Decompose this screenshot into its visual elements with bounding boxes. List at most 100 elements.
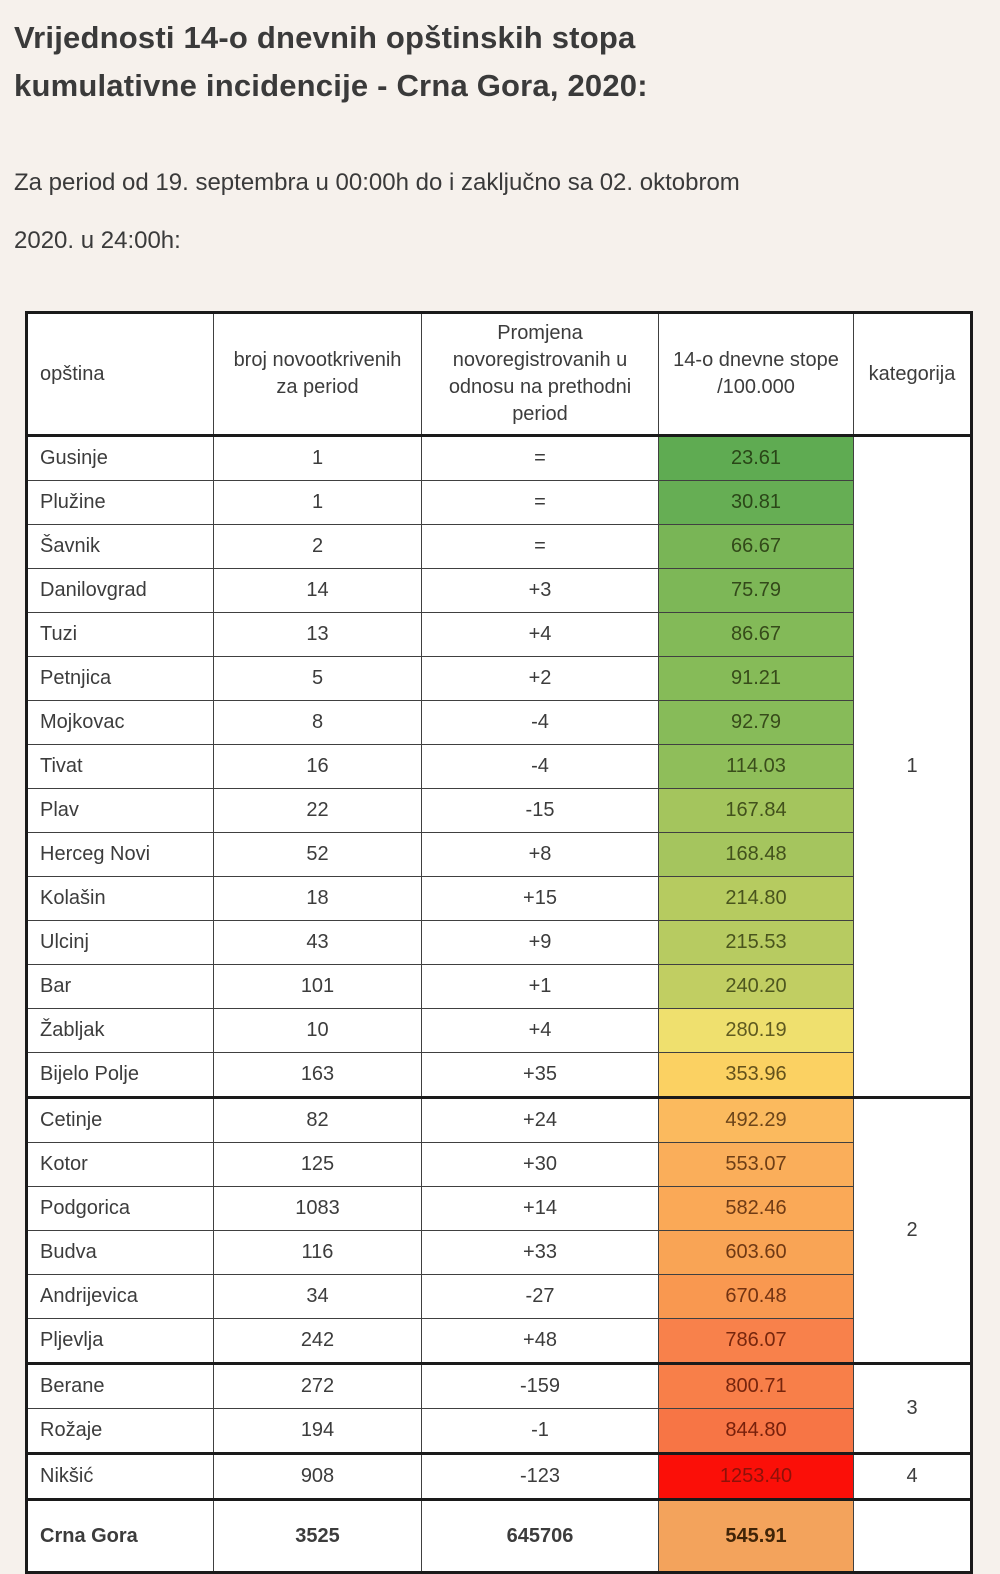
incidence-rate-value: 92.79 (658, 700, 854, 746)
incidence-rate-value: 582.46 (658, 1186, 854, 1232)
table-header-row: opština broj novootkrivenih za period Pr… (26, 312, 972, 438)
new-cases-value: 5 (213, 656, 422, 702)
table-row: Podgorica 1083 +14 582.46 (26, 1186, 972, 1232)
change-value: +15 (421, 876, 659, 922)
period-subtitle-line-2: 2020. u 24:00h: (14, 226, 181, 254)
table-row: Gusinje 1 = 23.61 1 (26, 435, 972, 1100)
header-rate: 14-o dnevne stope /100.000 (658, 312, 854, 438)
new-cases-value: 2 (213, 524, 422, 570)
new-cases-value: 101 (213, 964, 422, 1010)
change-value: +33 (421, 1230, 659, 1276)
incidence-rate-value: 215.53 (658, 920, 854, 966)
table-header: opština broj novootkrivenih za period Pr… (26, 312, 972, 438)
table-row: Petnjica 5 +2 91.21 (26, 656, 972, 702)
new-cases-value: 1 (213, 435, 422, 482)
change-value: +9 (421, 920, 659, 966)
change-value: -123 (421, 1453, 659, 1502)
table-row: Mojkovac 8 -4 92.79 (26, 700, 972, 746)
incidence-rate-value: 168.48 (658, 832, 854, 878)
header-category: kategorija (853, 312, 972, 438)
municipality-name: Berane (26, 1363, 214, 1410)
table-row: Bar 101 +1 240.20 (26, 964, 972, 1010)
municipality-name: Tuzi (26, 612, 214, 658)
incidence-rate-value: 670.48 (658, 1274, 854, 1320)
municipality-name: Kolašin (26, 876, 214, 922)
change-value: -4 (421, 700, 659, 746)
incidence-rate-value: 492.29 (658, 1097, 854, 1144)
municipality-name: Ulcinj (26, 920, 214, 966)
period-subtitle-line-1: Za period od 19. septembra u 00:00h do i… (14, 169, 740, 197)
page-title-line-2: kumulativne incidencije - Crna Gora, 202… (14, 68, 648, 104)
new-cases-value: 16 (213, 744, 422, 790)
incidence-rate-value: 114.03 (658, 744, 854, 790)
table-row: Andrijevica 34 -27 670.48 (26, 1274, 972, 1320)
municipality-name: Gusinje (26, 435, 214, 482)
incidence-rate-value: 353.96 (658, 1052, 854, 1100)
change-value: = (421, 435, 659, 482)
municipality-name: Podgorica (26, 1186, 214, 1232)
table-row: Žabljak 10 +4 280.19 (26, 1008, 972, 1054)
incidence-rate-value: 23.61 (658, 435, 854, 482)
change-value: +8 (421, 832, 659, 878)
new-cases-value: 82 (213, 1097, 422, 1144)
incidence-rate-value: 30.81 (658, 480, 854, 526)
municipality-name: Crna Gora (26, 1499, 214, 1574)
incidence-rate-value: 800.71 (658, 1363, 854, 1410)
table-row: Rožaje 194 -1 844.80 (26, 1408, 972, 1456)
municipality-name: Plužine (26, 480, 214, 526)
table-body: Gusinje 1 = 23.61 1 Plužine 1 = 30.81 Ša… (26, 435, 972, 1574)
incidence-rate-value: 66.67 (658, 524, 854, 570)
table-row: Bijelo Polje 163 +35 353.96 (26, 1052, 972, 1100)
change-value: = (421, 524, 659, 570)
change-value: +4 (421, 612, 659, 658)
municipality-name: Žabljak (26, 1008, 214, 1054)
incidence-rate-value: 553.07 (658, 1142, 854, 1188)
change-value: +24 (421, 1097, 659, 1144)
new-cases-value: 10 (213, 1008, 422, 1054)
municipality-name: Šavnik (26, 524, 214, 570)
incidence-rate-value: 545.91 (658, 1499, 854, 1574)
new-cases-value: 163 (213, 1052, 422, 1100)
incidence-rate-value: 86.67 (658, 612, 854, 658)
new-cases-value: 194 (213, 1408, 422, 1456)
municipality-name: Andrijevica (26, 1274, 214, 1320)
change-value: -159 (421, 1363, 659, 1410)
change-value: +2 (421, 656, 659, 702)
new-cases-value: 13 (213, 612, 422, 658)
article-page: { "page": { "background": "#F6F1EC", "ti… (0, 14, 1000, 1574)
new-cases-value: 22 (213, 788, 422, 834)
municipality-name: Pljevlja (26, 1318, 214, 1366)
change-value: 645706 (421, 1499, 659, 1574)
category-cell: 3 (853, 1363, 972, 1456)
incidence-rate-value: 214.80 (658, 876, 854, 922)
municipality-name: Bijelo Polje (26, 1052, 214, 1100)
page-title-line-1: Vrijednosti 14-o dnevnih opštinskih stop… (14, 20, 636, 55)
table-row: Nikšić 908 -123 1253.40 4 (26, 1453, 972, 1502)
incidence-rate-value: 603.60 (658, 1230, 854, 1276)
table-row: Cetinje 82 +24 492.29 2 (26, 1097, 972, 1366)
page-title: Vrijednosti 14-o dnevnih opštinskih stop… (14, 14, 980, 110)
incidence-rate-value: 844.80 (658, 1408, 854, 1456)
change-value: -1 (421, 1408, 659, 1456)
municipality-name: Rožaje (26, 1408, 214, 1456)
change-value: +30 (421, 1142, 659, 1188)
new-cases-value: 908 (213, 1453, 422, 1502)
header-municipality: opština (26, 312, 214, 438)
table-row: Plužine 1 = 30.81 (26, 480, 972, 526)
incidence-rate-value: 167.84 (658, 788, 854, 834)
new-cases-value: 1 (213, 480, 422, 526)
header-new-cases: broj novootkrivenih za period (213, 312, 422, 438)
new-cases-value: 34 (213, 1274, 422, 1320)
change-value: -4 (421, 744, 659, 790)
table-row: Ulcinj 43 +9 215.53 (26, 920, 972, 966)
municipality-name: Danilovgrad (26, 568, 214, 614)
period-subtitle: Za period od 19. septembra u 00:00h do i… (14, 154, 980, 269)
change-value: +48 (421, 1318, 659, 1366)
table-row: Pljevlja 242 +48 786.07 (26, 1318, 972, 1366)
category-cell: 2 (853, 1097, 972, 1366)
incidence-rate-value: 240.20 (658, 964, 854, 1010)
new-cases-value: 14 (213, 568, 422, 614)
change-value: = (421, 480, 659, 526)
incidence-rate-value: 786.07 (658, 1318, 854, 1366)
table-row: Tivat 16 -4 114.03 (26, 744, 972, 790)
